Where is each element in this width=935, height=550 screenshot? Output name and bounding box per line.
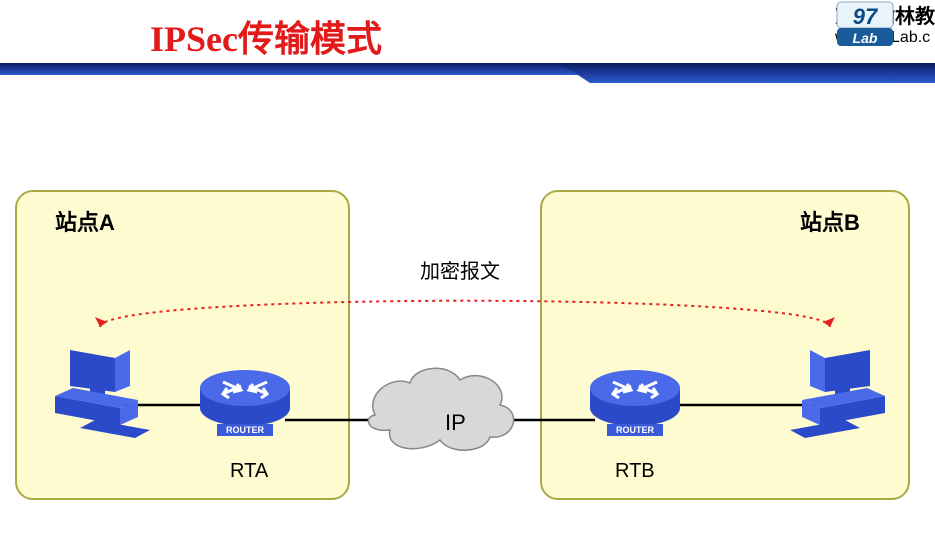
encrypted-path xyxy=(95,301,835,327)
rtb-label: RTB xyxy=(615,460,655,483)
ip-cloud-label: IP xyxy=(445,410,466,436)
ipsec-diagram: 站点A 站点B 加密报文 xyxy=(0,180,935,520)
svg-text:Lab: Lab xyxy=(853,30,878,46)
svg-text:ROUTER: ROUTER xyxy=(616,425,655,435)
slide-title: IPSec传输模式 xyxy=(150,10,382,62)
cloud-icon xyxy=(368,368,513,450)
svg-text:ROUTER: ROUTER xyxy=(226,425,265,435)
router-icon: ROUTER xyxy=(200,370,290,436)
logo-area: 97 Lab 京东翰林教 www.97Lab.c xyxy=(835,0,935,47)
svg-text:97: 97 xyxy=(853,4,879,29)
diagram-svg: ROUTER ROUTER xyxy=(0,180,935,520)
divider-bar xyxy=(0,63,935,83)
logo-97lab: 97 Lab xyxy=(835,0,895,48)
router-icon: ROUTER xyxy=(590,370,680,436)
pc-icon xyxy=(55,350,150,438)
pc-icon xyxy=(790,350,885,438)
rta-label: RTA xyxy=(230,460,268,483)
